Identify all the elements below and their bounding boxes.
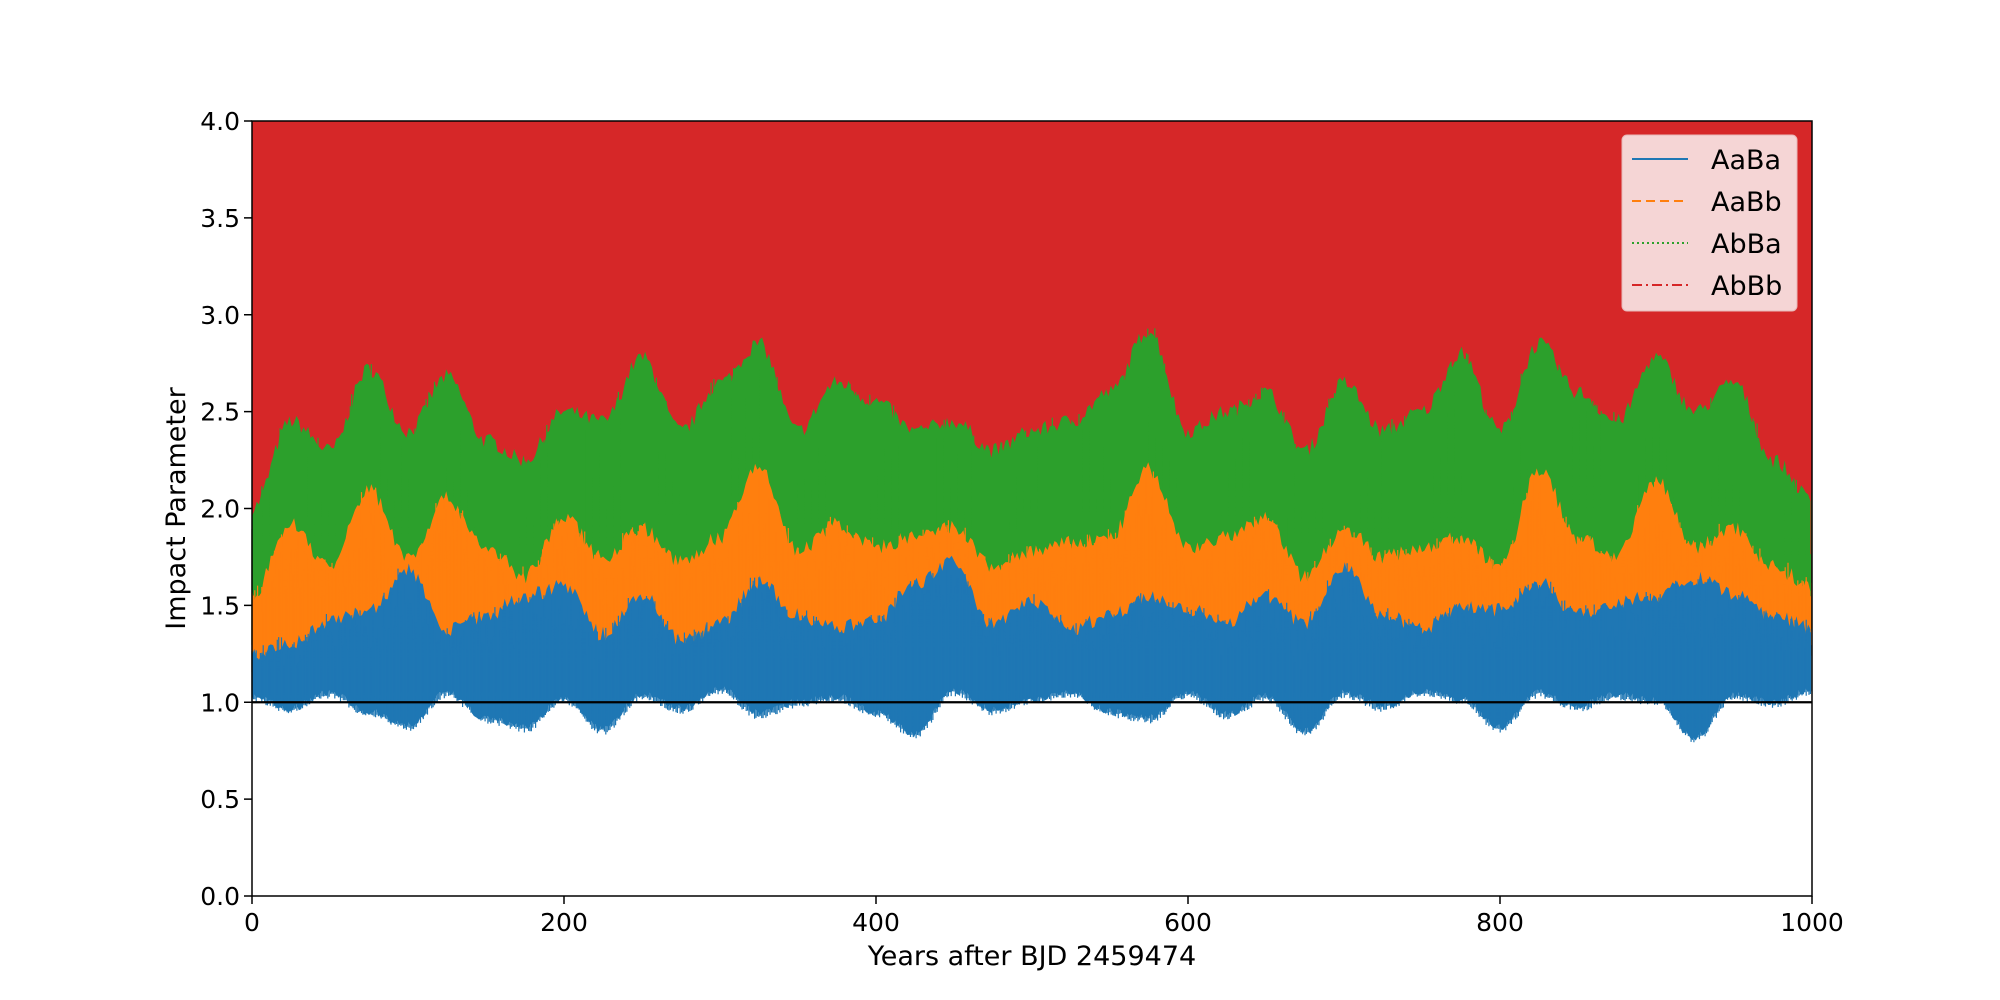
y-tick-label: 3.0	[200, 301, 240, 330]
y-tick-label: 4.0	[200, 107, 240, 136]
x-axis-ticks: 0 200 400 600 800 1000	[244, 896, 1844, 937]
y-tick-label: 0.0	[200, 882, 240, 911]
y-tick-label: 3.5	[200, 204, 240, 233]
y-axis-ticks: 0.0 0.5 1.0 1.5 2.0 2.5 3.0 3.5 4.0	[200, 107, 252, 911]
y-tick-label: 2.0	[200, 495, 240, 524]
plot-area	[251, 121, 1813, 743]
x-tick-label: 400	[852, 908, 900, 937]
legend-label-abba: AbBa	[1711, 229, 1782, 260]
x-tick-label: 1000	[1780, 908, 1844, 937]
x-tick-label: 600	[1164, 908, 1212, 937]
y-tick-label: 1.5	[200, 591, 240, 620]
legend-label-aaba: AaBa	[1711, 145, 1781, 176]
legend-label-aabb: AaBb	[1711, 187, 1782, 218]
x-tick-label: 800	[1476, 908, 1524, 937]
y-tick-label: 1.0	[200, 688, 240, 717]
legend-box	[1621, 134, 1798, 312]
x-tick-label: 0	[244, 908, 260, 937]
legend: AaBa AaBb AbBa AbBb	[1621, 134, 1798, 312]
legend-label-abbb: AbBb	[1711, 271, 1782, 302]
y-tick-label: 0.5	[200, 785, 240, 814]
x-axis-label: Years after BJD 2459474	[867, 941, 1196, 972]
y-axis-label: Impact Parameter	[161, 386, 192, 629]
x-tick-label: 200	[540, 908, 588, 937]
y-tick-label: 2.5	[200, 398, 240, 427]
